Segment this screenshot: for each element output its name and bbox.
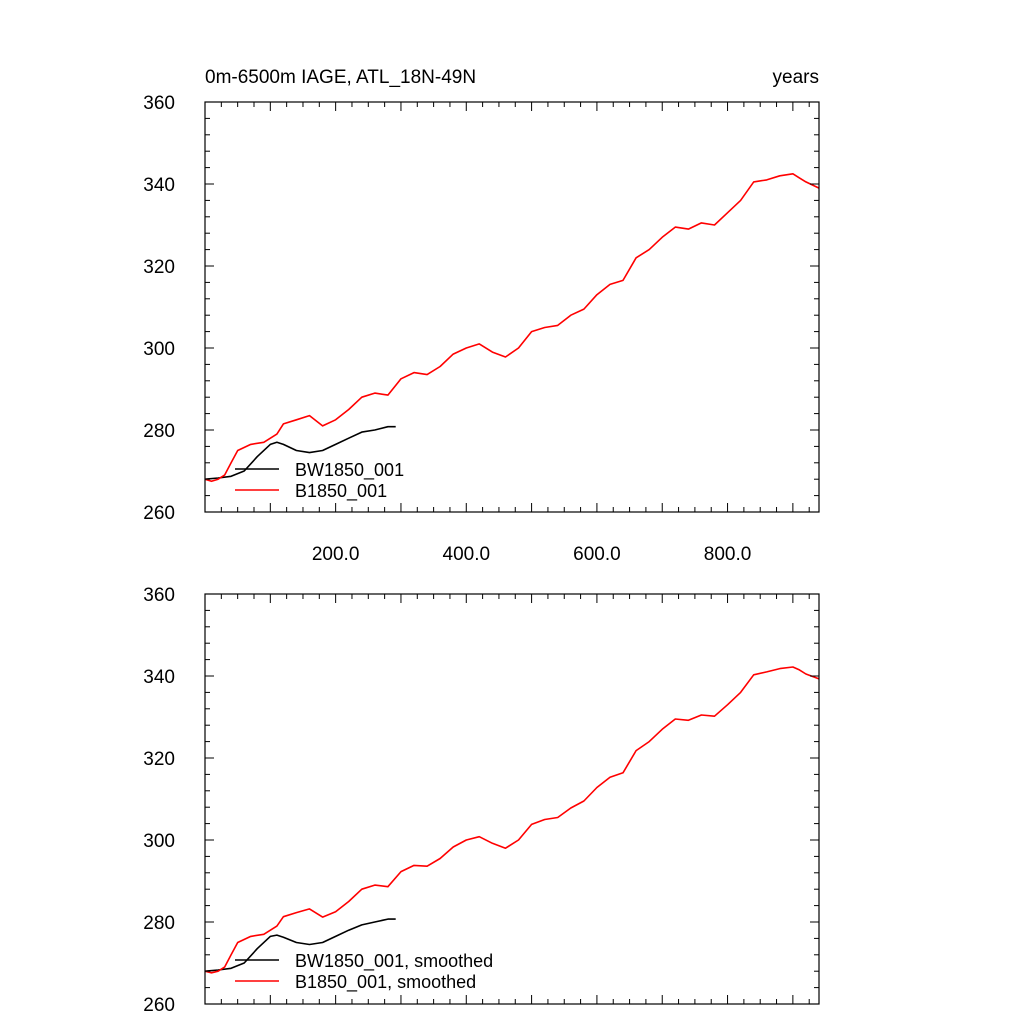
y-tick-label: 360	[143, 585, 175, 606]
series-line-b1850	[204, 666, 820, 974]
y-tick-label: 280	[143, 913, 175, 934]
chart-title: 0m-6500m IAGE, ATL_18N-49N	[205, 67, 476, 88]
legend-label: B1850_001	[295, 481, 387, 502]
plot-frame	[204, 593, 820, 1005]
y-tick-label: 280	[143, 421, 175, 442]
y-tick-label: 320	[143, 749, 175, 770]
x-tick-label: 200.0	[312, 544, 360, 565]
legend-label: BW1850_001	[295, 460, 404, 481]
units-label: years	[773, 67, 819, 88]
series-line-b1850	[204, 173, 820, 483]
series-line-bw1850	[204, 425, 396, 480]
y-tick-label: 260	[143, 995, 175, 1016]
x-tick-label: 400.0	[443, 544, 491, 565]
legend-label: BW1850_001, smoothed	[295, 951, 493, 972]
y-tick-label: 300	[143, 339, 175, 360]
series-line-bw1850	[204, 918, 396, 972]
y-tick-label: 300	[143, 831, 175, 852]
x-tick-label: 800.0	[704, 544, 752, 565]
y-tick-label: 340	[143, 667, 175, 688]
plot-frame	[204, 101, 820, 513]
y-tick-label: 320	[143, 257, 175, 278]
x-tick-label: 600.0	[573, 544, 621, 565]
bottom-panel: 260 280 300 320 340 360 BW1850_001, smoothedB1…	[143, 585, 820, 1016]
legend-label: B1850_001, smoothed	[295, 972, 476, 993]
y-tick-label: 340	[143, 175, 175, 196]
top-panel: 0m-6500m IAGE, ATL_18N-49N years 260 280 3…	[143, 67, 820, 565]
y-tick-label: 260	[143, 503, 175, 524]
y-tick-label: 360	[143, 93, 175, 114]
